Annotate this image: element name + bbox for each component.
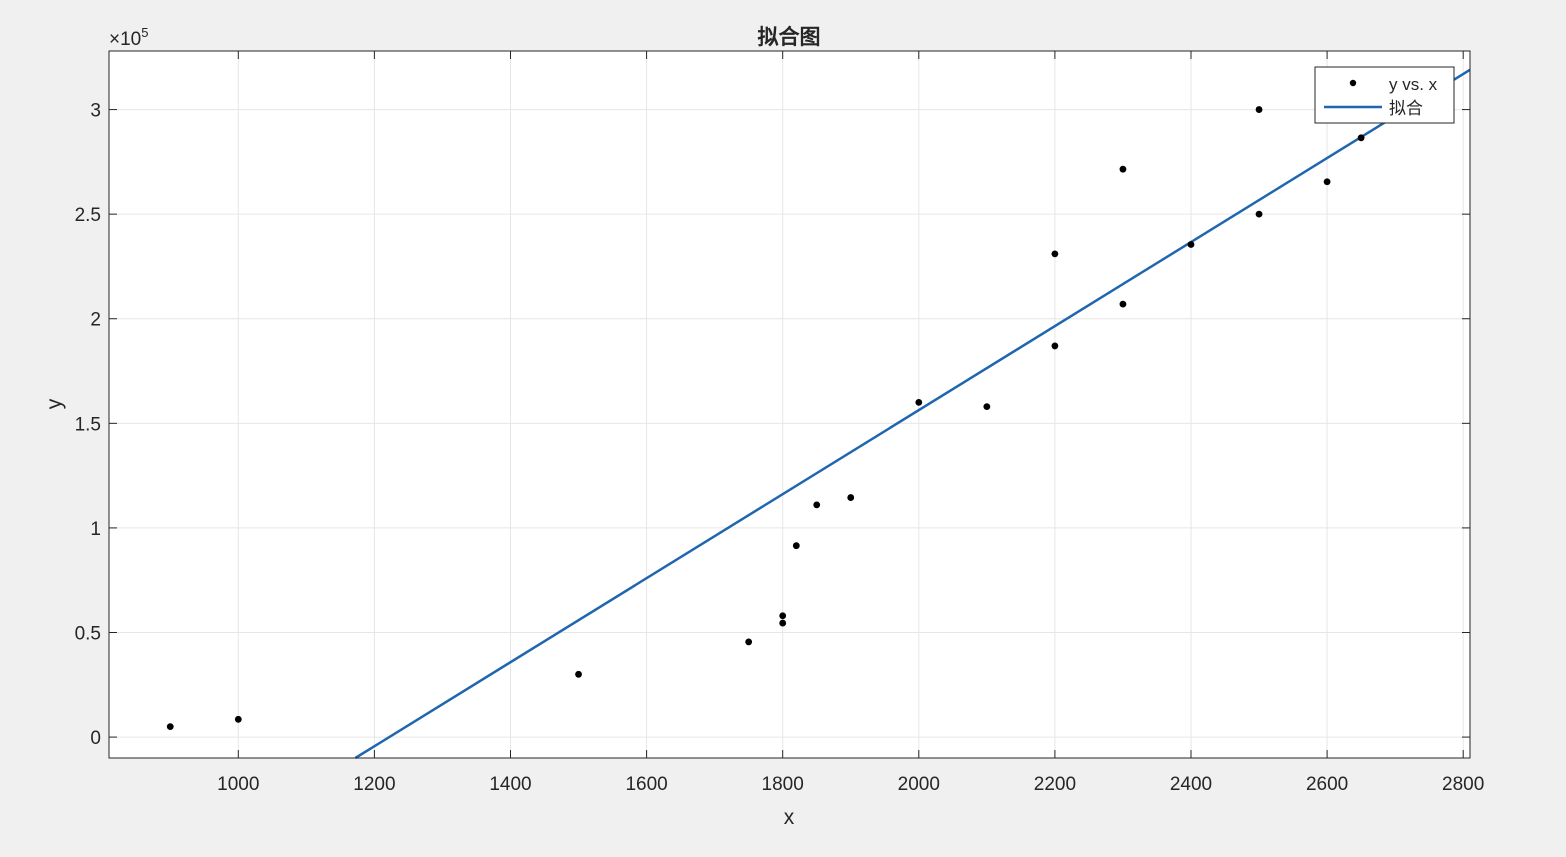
plot-area [109,51,1470,758]
x-tick-label: 1000 [217,774,259,795]
y-exponent-base: ×10 [109,29,141,50]
data-point [779,619,787,627]
data-point [1187,241,1195,248]
x-tick-label: 1600 [625,774,667,795]
y-exponent-label: ×105 [109,25,148,50]
plot-frame [108,50,1471,759]
legend-marker-scatter [1349,79,1357,87]
chart-title: 拟合图 [758,25,821,49]
y-tick-label: 2 [90,310,101,331]
data-point [1255,210,1263,218]
y-axis-label: y [43,398,66,409]
data-points [166,106,1365,731]
x-tick-label: 1200 [353,774,395,795]
data-point [745,638,753,646]
fit-line-layer [354,68,1471,760]
legend-label-scatter: y vs. x [1389,75,1438,94]
x-tick-label: 2600 [1306,774,1348,795]
data-point [847,494,855,501]
x-tick-label: 2000 [898,774,940,795]
legend[interactable]: y vs. x 拟合 [1314,66,1455,124]
legend-label-fit: 拟合 [1389,99,1423,118]
data-point [915,399,923,406]
data-point [575,670,582,678]
data-point [983,403,991,410]
data-point [1357,134,1365,142]
legend-box [1314,66,1455,124]
data-point [1255,106,1263,113]
y-tick-label: 0.5 [75,623,101,644]
y-tick-label: 1 [90,519,101,540]
data-point [813,501,821,509]
x-tick-labels: 1000 1200 1400 1600 1800 2000 2200 2400 2600 2800 [217,774,1484,795]
data-point [1323,178,1331,186]
data-point [1051,342,1059,350]
data-point [1119,300,1127,308]
x-tick-label: 1400 [489,774,531,795]
y-tick-label: 1.5 [75,414,101,435]
data-point [792,542,800,550]
x-tick-label: 1800 [762,774,804,795]
data-point [1051,250,1059,258]
y-tick-label: 0 [90,728,101,749]
y-tick-labels: 0 0.5 1 1.5 2 2.5 3 [75,101,101,750]
y-tick-label: 3 [90,101,101,122]
x-tick-label: 2800 [1442,774,1484,795]
fit-line [354,68,1471,760]
data-point [234,715,242,723]
x-tick-label: 2400 [1170,774,1212,795]
x-axis-label: x [784,806,795,829]
data-point [779,612,787,620]
data-point [1119,165,1127,173]
y-tick-label: 2.5 [75,205,101,226]
x-tick-label: 2200 [1034,774,1076,795]
y-exponent-power: 5 [141,25,148,40]
tick-marks [109,51,1470,758]
data-point [166,723,174,731]
